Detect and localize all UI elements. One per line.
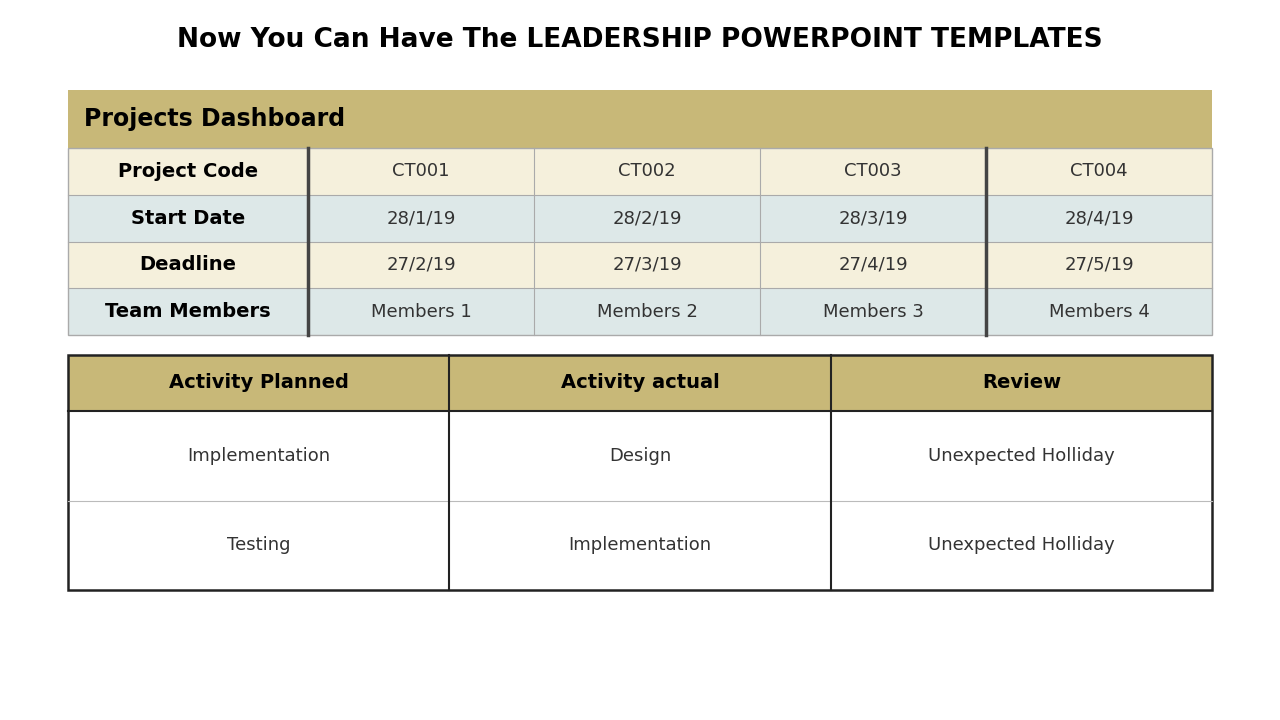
Text: Members 4: Members 4 <box>1048 302 1149 320</box>
FancyBboxPatch shape <box>760 194 986 241</box>
Text: Unexpected Holliday: Unexpected Holliday <box>928 446 1115 464</box>
Text: CT002: CT002 <box>618 163 676 181</box>
Text: Members 1: Members 1 <box>371 302 471 320</box>
Text: Project Code: Project Code <box>118 162 259 181</box>
Text: 27/5/19: 27/5/19 <box>1064 256 1134 274</box>
FancyBboxPatch shape <box>760 241 986 288</box>
Text: 27/4/19: 27/4/19 <box>838 256 908 274</box>
FancyBboxPatch shape <box>68 194 308 241</box>
FancyBboxPatch shape <box>534 241 760 288</box>
Text: Review: Review <box>982 374 1061 392</box>
Text: Implementation: Implementation <box>187 446 330 464</box>
FancyBboxPatch shape <box>308 288 534 335</box>
FancyBboxPatch shape <box>986 241 1212 288</box>
Text: Team Members: Team Members <box>105 302 271 321</box>
FancyBboxPatch shape <box>534 148 760 194</box>
FancyBboxPatch shape <box>68 355 1212 590</box>
FancyBboxPatch shape <box>760 148 986 194</box>
Text: Members 2: Members 2 <box>596 302 698 320</box>
Text: CT001: CT001 <box>392 163 449 181</box>
Text: Testing: Testing <box>227 536 291 554</box>
FancyBboxPatch shape <box>986 194 1212 241</box>
Text: Unexpected Holliday: Unexpected Holliday <box>928 536 1115 554</box>
Text: CT003: CT003 <box>845 163 902 181</box>
FancyBboxPatch shape <box>68 288 308 335</box>
FancyBboxPatch shape <box>308 241 534 288</box>
FancyBboxPatch shape <box>986 288 1212 335</box>
FancyBboxPatch shape <box>449 355 831 411</box>
FancyBboxPatch shape <box>68 355 449 411</box>
Text: 28/2/19: 28/2/19 <box>612 209 682 227</box>
FancyBboxPatch shape <box>68 148 308 194</box>
Text: 28/1/19: 28/1/19 <box>387 209 456 227</box>
FancyBboxPatch shape <box>68 241 308 288</box>
Text: CT004: CT004 <box>1070 163 1128 181</box>
FancyBboxPatch shape <box>534 194 760 241</box>
FancyBboxPatch shape <box>68 90 1212 148</box>
Text: 27/3/19: 27/3/19 <box>612 256 682 274</box>
Text: 28/4/19: 28/4/19 <box>1064 209 1134 227</box>
Text: 28/3/19: 28/3/19 <box>838 209 908 227</box>
Text: 27/2/19: 27/2/19 <box>387 256 456 274</box>
Text: Projects Dashboard: Projects Dashboard <box>84 107 346 131</box>
Text: Start Date: Start Date <box>131 209 246 228</box>
Text: Design: Design <box>609 446 671 464</box>
Text: Members 3: Members 3 <box>823 302 923 320</box>
FancyBboxPatch shape <box>831 355 1212 411</box>
FancyBboxPatch shape <box>760 288 986 335</box>
FancyBboxPatch shape <box>308 148 534 194</box>
Text: Activity actual: Activity actual <box>561 374 719 392</box>
Text: Implementation: Implementation <box>568 536 712 554</box>
FancyBboxPatch shape <box>308 194 534 241</box>
Text: Now You Can Have The LEADERSHIP POWERPOINT TEMPLATES: Now You Can Have The LEADERSHIP POWERPOI… <box>177 27 1103 53</box>
Text: Deadline: Deadline <box>140 256 237 274</box>
FancyBboxPatch shape <box>986 148 1212 194</box>
FancyBboxPatch shape <box>534 288 760 335</box>
Text: Activity Planned: Activity Planned <box>169 374 348 392</box>
